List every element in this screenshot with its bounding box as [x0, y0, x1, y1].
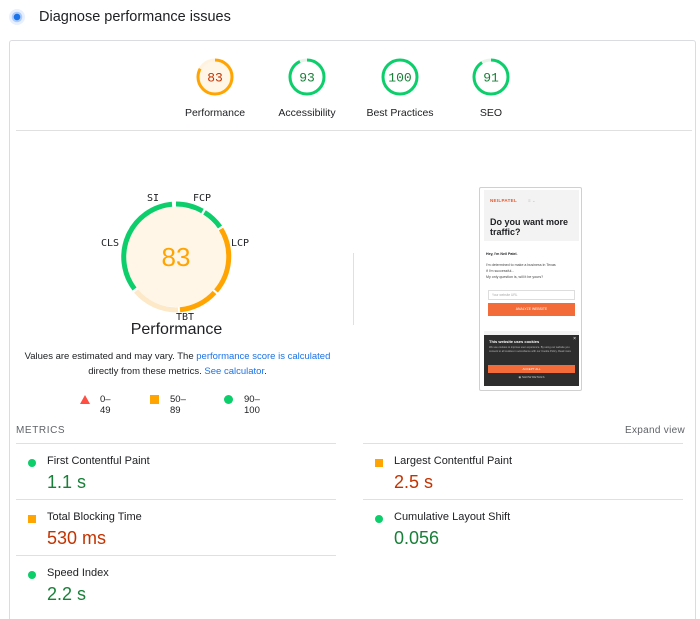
metric-value: 530 ms [47, 528, 107, 548]
metric-name: Speed Index [47, 567, 109, 579]
vertical-divider [353, 253, 354, 325]
screenshot-cookie-banner: This website uses cookies × We use cooki… [484, 335, 579, 386]
best-practices-score: 100 [388, 71, 411, 86]
category-gauges: 83 Performance 93 Accessibility 100 Best… [10, 41, 695, 131]
cookie-title: This website uses cookies [489, 339, 540, 344]
legend-label: 50–89 [170, 394, 186, 416]
screenshot-url-input: Your website URL [488, 290, 575, 300]
orange-square-icon [150, 395, 159, 404]
green-circle-icon [28, 459, 36, 467]
score-legend: 0–49 50–89 90–100 [80, 394, 330, 416]
metric-tbt: Total Blocking Time 530 ms [16, 499, 336, 555]
final-screenshot[interactable]: NEILPATEL ≡ ⌄ Do you want more traffic? … [479, 187, 582, 391]
screenshot-headline: Do you want more traffic? [490, 217, 569, 237]
legend-label: 90–100 [244, 394, 260, 416]
lighthouse-icon [9, 9, 25, 25]
see-calculator-link[interactable]: See calculator [204, 366, 265, 377]
cookie-text: We use cookies to improve user experienc… [489, 346, 571, 353]
si-segment [175, 201, 204, 214]
divider [363, 443, 683, 444]
page-title: Diagnose performance issues [39, 9, 231, 25]
lcp-label: LCP [231, 238, 250, 249]
gauge-performance[interactable]: 83 Performance [165, 57, 265, 119]
gauge-seo[interactable]: 91 SEO [441, 57, 541, 119]
performance-title: Performance [130, 321, 223, 338]
metric-fcp: First Contentful Paint 1.1 s [16, 443, 336, 499]
performance-score-link[interactable]: performance score is calculated [196, 351, 331, 362]
si-label: SI [147, 193, 160, 204]
screenshot-line: Hey, I'm Neil Patel. [486, 252, 518, 256]
gauge-label: Performance [184, 107, 246, 119]
disclaimer-text-2: directly from these metrics. [88, 366, 205, 377]
screenshot-analyze-button: ANALYZE WEBSITE [488, 303, 575, 316]
cookie-details-link: ◉ SHOW DETAILS [518, 375, 545, 379]
divider [16, 443, 336, 444]
divider [16, 555, 336, 556]
fcp-segment [203, 210, 223, 229]
performance-big-gauge: 83 [106, 187, 246, 327]
screenshot-brand: NEILPATEL [490, 198, 518, 203]
metrics-heading: METRICS [16, 425, 66, 436]
report-card: 83 Performance 93 Accessibility 100 Best… [9, 40, 696, 619]
metric-si: Speed Index 2.2 s [16, 555, 336, 611]
gauge-accessibility[interactable]: 93 Accessibility [257, 57, 357, 119]
tbt-label: TBT [176, 312, 195, 323]
screenshot-line: My only question is, will it be yours? [486, 275, 544, 279]
seo-gauge-ring: 91 [472, 58, 510, 96]
page-header: Diagnose performance issues [0, 0, 700, 36]
disclaimer: Values are estimated and may vary. The p… [20, 349, 335, 379]
seo-score: 91 [483, 71, 499, 86]
metric-name: First Contentful Paint [47, 455, 150, 467]
green-circle-icon [28, 571, 36, 579]
expand-view-toggle[interactable]: Expand view [625, 425, 685, 436]
divider [16, 130, 692, 131]
divider [16, 499, 336, 500]
disclaimer-period: . [264, 366, 267, 377]
fcp-label: FCP [193, 193, 212, 204]
screenshot-line: I'm determined to make a business in Tex… [486, 263, 556, 267]
metric-name: Largest Contentful Paint [394, 455, 513, 467]
divider [363, 499, 683, 500]
metric-name: Cumulative Layout Shift [394, 511, 511, 523]
metric-value: 2.2 s [47, 584, 87, 604]
disclaimer-text: Values are estimated and may vary. The [24, 351, 197, 362]
tbt-remaining-segment [134, 289, 179, 313]
metric-cls: Cumulative Layout Shift 0.056 [363, 499, 683, 555]
best-practices-gauge-ring: 100 [381, 58, 419, 96]
gauge-best-practices[interactable]: 100 Best Practices [350, 57, 450, 119]
accessibility-gauge-ring: 93 [288, 58, 326, 96]
screenshot-line: if I'm successful... [486, 269, 515, 273]
tbt-segment [179, 290, 217, 313]
lcp-segment [214, 227, 232, 293]
accessibility-score: 93 [299, 71, 315, 86]
legend-label: 0–49 [100, 394, 111, 416]
cls-label: CLS [101, 238, 120, 249]
green-circle-icon [375, 515, 383, 523]
cls-segment [121, 201, 173, 291]
performance-gauge-ring: 83 [196, 58, 234, 96]
cookie-accept-button: ACCEPT ALL [488, 365, 575, 373]
menu-icon: ≡ ⌄ [528, 198, 536, 203]
gauge-label: Best Practices [366, 107, 434, 119]
metric-name: Total Blocking Time [47, 511, 142, 523]
metric-value: 0.056 [394, 528, 440, 548]
close-icon: × [573, 336, 576, 342]
gauge-label: SEO [479, 107, 503, 119]
orange-square-icon [28, 515, 36, 523]
orange-square-icon [375, 459, 383, 467]
performance-big-score: 83 [162, 242, 191, 272]
metric-value: 1.1 s [47, 472, 87, 492]
metric-lcp: Largest Contentful Paint 2.5 s [363, 443, 683, 499]
gauge-label: Accessibility [278, 107, 336, 119]
red-triangle-icon [80, 395, 90, 404]
green-circle-icon [224, 395, 233, 404]
performance-score: 83 [207, 71, 223, 86]
screenshot-body [484, 241, 579, 331]
metric-value: 2.5 s [394, 472, 434, 492]
